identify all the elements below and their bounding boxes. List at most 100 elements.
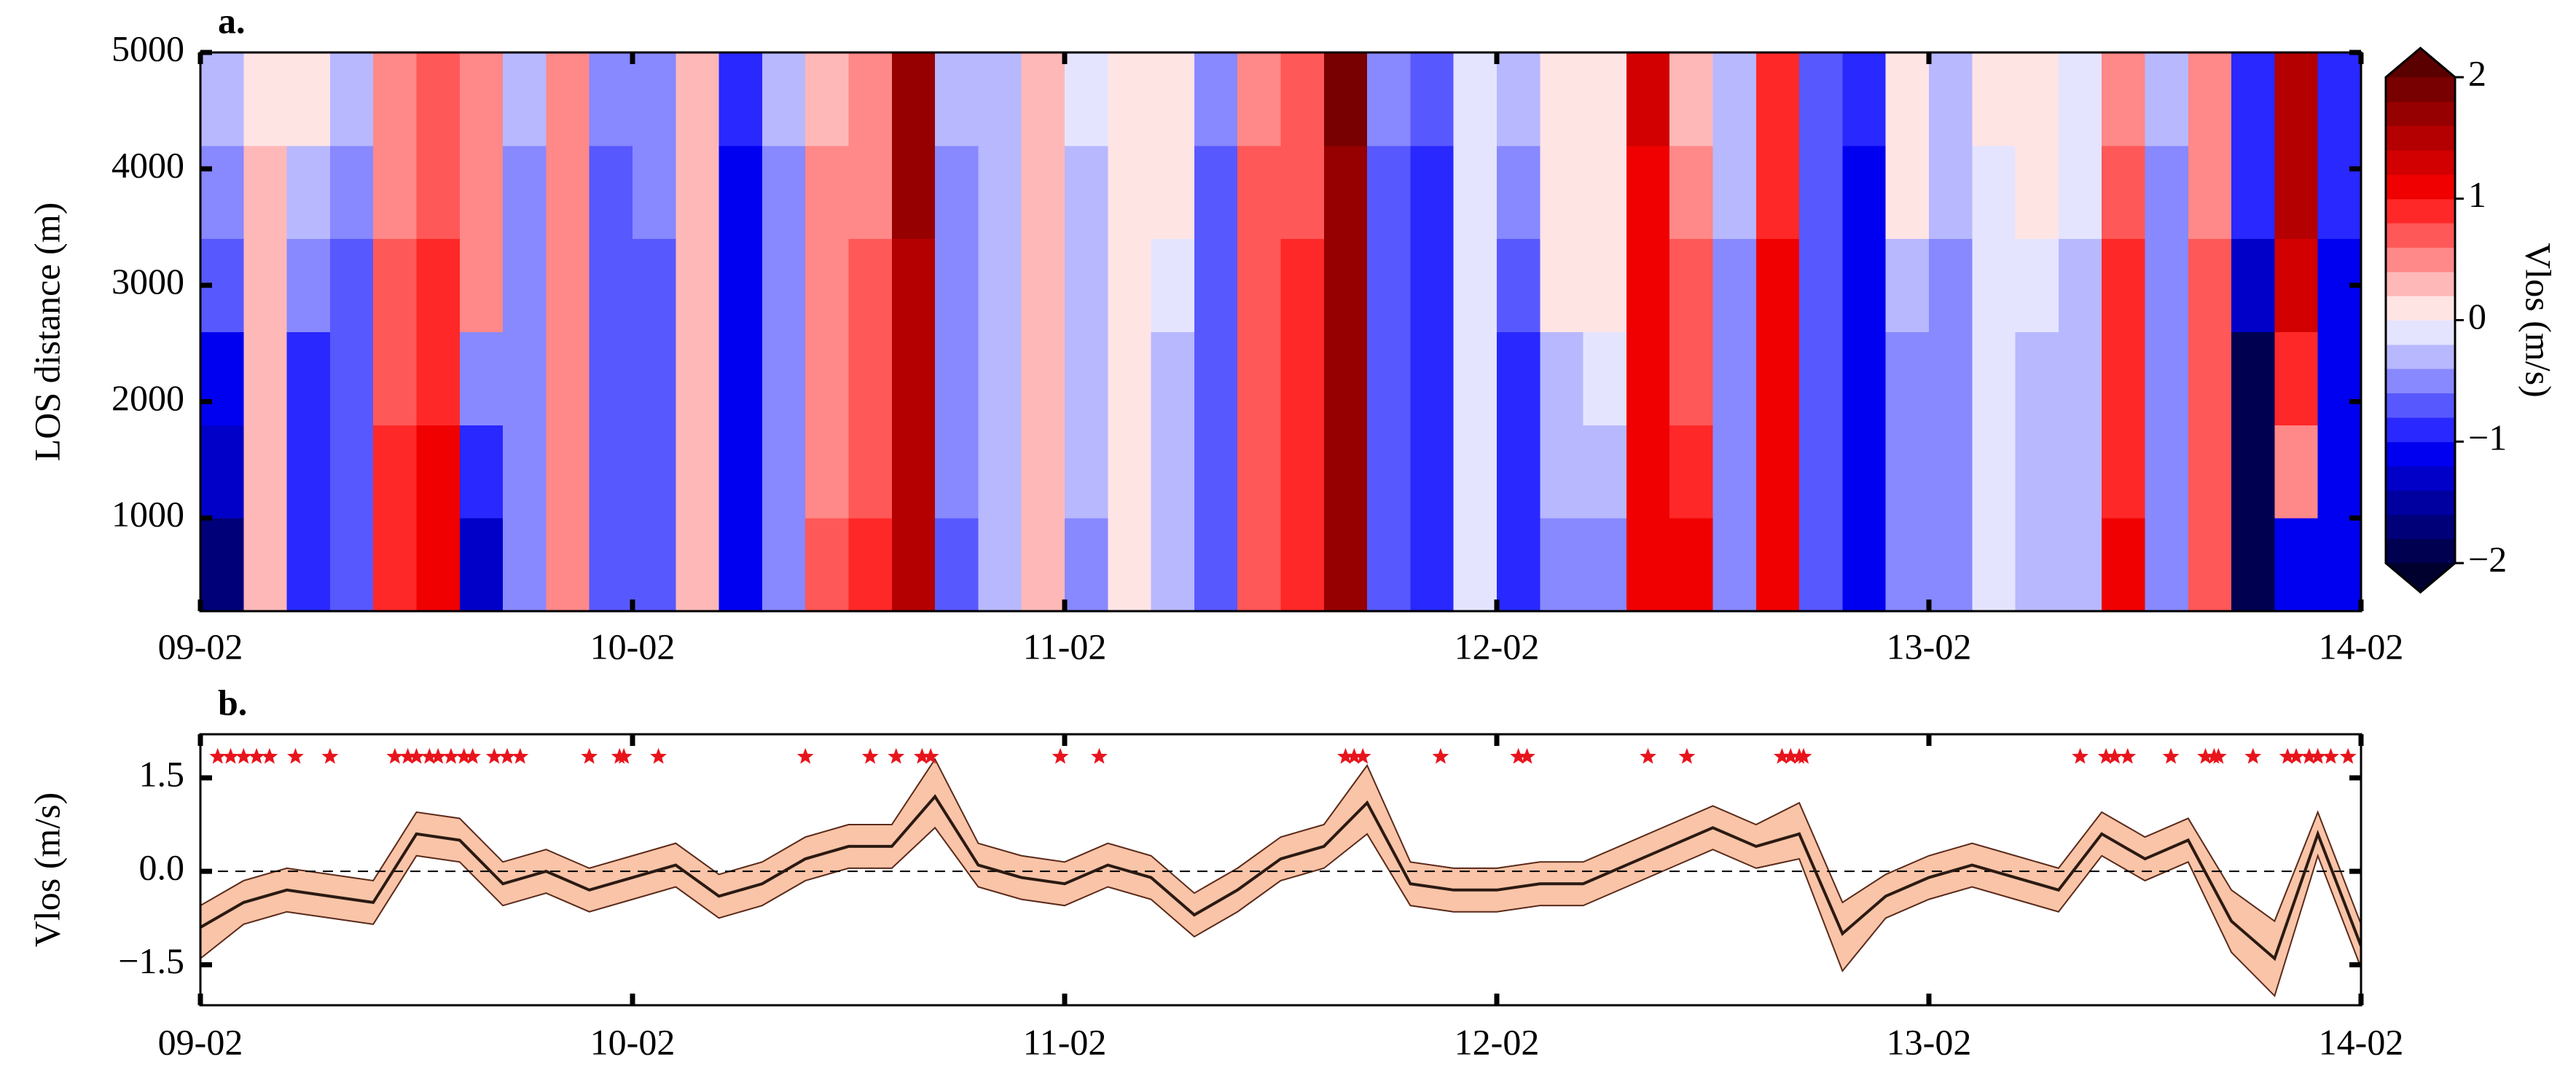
heat-cell xyxy=(676,425,720,519)
heat-cell xyxy=(2274,518,2319,611)
heat-cell xyxy=(848,331,893,425)
star-marker xyxy=(2279,747,2296,764)
heat-cell xyxy=(373,425,417,519)
heat-cell xyxy=(1712,425,1757,519)
heat-cell xyxy=(2145,518,2189,611)
star-marker xyxy=(442,747,460,764)
star-marker xyxy=(2162,747,2180,764)
heat-cell xyxy=(1323,145,1368,240)
heat-cell xyxy=(2274,145,2319,240)
heat-cell xyxy=(1453,145,1498,240)
heat-cell xyxy=(1151,518,1195,611)
heat-cell xyxy=(2102,425,2145,519)
heat-cell xyxy=(1885,145,1930,240)
heat-cell xyxy=(329,238,374,332)
x-tick-label: 14-02 xyxy=(2319,1021,2404,1062)
heat-cell xyxy=(2231,52,2275,146)
star-marker xyxy=(2119,747,2137,764)
heat-cell xyxy=(1972,518,2016,611)
heat-cell xyxy=(2231,145,2275,240)
heat-cell xyxy=(1367,52,1411,146)
heat-cell xyxy=(1972,52,2016,146)
heat-cell xyxy=(1194,331,1238,425)
heat-cell xyxy=(1065,145,1108,240)
heat-cell xyxy=(676,238,720,332)
panel-title: a. xyxy=(218,0,246,41)
heat-cell xyxy=(2102,238,2145,332)
heat-cell xyxy=(719,238,763,332)
heat-cell xyxy=(633,331,676,425)
heat-cell xyxy=(2102,331,2145,425)
heat-cell xyxy=(503,425,547,519)
heat-cell xyxy=(200,331,244,425)
heat-cell xyxy=(719,425,763,519)
heat-cell xyxy=(1583,52,1627,146)
heat-cell xyxy=(1410,52,1455,146)
heat-cell xyxy=(1151,52,1195,146)
heat-cell xyxy=(848,425,893,519)
heat-cell xyxy=(1885,52,1930,146)
heat-cell xyxy=(848,238,893,332)
colorbar-band xyxy=(2386,393,2455,418)
heat-cell xyxy=(200,425,244,519)
heat-cell xyxy=(1669,52,1713,146)
heat-cell xyxy=(286,425,331,519)
heat-cell xyxy=(1151,145,1195,240)
heat-cell xyxy=(1842,331,1887,425)
heat-cell xyxy=(1280,331,1325,425)
heat-cell xyxy=(1021,331,1065,425)
heat-cell xyxy=(1367,145,1411,240)
y-tick-label: 4000 xyxy=(111,144,184,185)
colorbar-tick-label: −1 xyxy=(2468,417,2507,458)
heat-cell xyxy=(1497,52,1540,146)
heat-cell xyxy=(2015,425,2059,519)
heat-cell xyxy=(978,238,1022,332)
heat-cell xyxy=(2231,425,2275,519)
star-marker xyxy=(2209,747,2227,764)
heat-cell xyxy=(1453,331,1498,425)
heat-cell xyxy=(459,145,504,240)
heat-cell xyxy=(2145,331,2189,425)
heat-cell xyxy=(503,52,547,146)
heat-cell xyxy=(2015,331,2059,425)
heat-cell xyxy=(1842,52,1887,146)
heat-cell xyxy=(1280,145,1325,240)
heat-cell xyxy=(848,52,893,146)
heat-cell xyxy=(2188,331,2232,425)
star-marker xyxy=(1519,747,1535,764)
heat-cell xyxy=(1108,425,1152,519)
heat-cell xyxy=(1108,518,1152,611)
heat-cell xyxy=(373,238,417,332)
star-marker xyxy=(2072,747,2088,764)
heat-cell xyxy=(762,425,806,519)
heat-cell xyxy=(1583,425,1627,519)
heat-cell xyxy=(589,518,633,611)
heat-cell xyxy=(2015,52,2059,146)
heat-cell xyxy=(978,331,1022,425)
heat-cell xyxy=(546,145,590,240)
colorbar-tick-label: 1 xyxy=(2468,174,2486,215)
heat-cell xyxy=(848,518,893,611)
heat-cell xyxy=(676,145,720,240)
heat-cell xyxy=(1065,518,1108,611)
heat-cell xyxy=(1367,238,1411,332)
heatmap xyxy=(200,52,2361,611)
star-marker xyxy=(1345,747,1363,764)
heat-cell xyxy=(1669,145,1713,240)
heat-cell xyxy=(762,145,806,240)
heat-cell xyxy=(1842,145,1887,240)
heat-cell xyxy=(633,518,676,611)
heat-cell xyxy=(1755,425,1800,519)
heat-cell xyxy=(1280,518,1325,611)
star-marker xyxy=(464,747,482,764)
heat-cell xyxy=(978,145,1022,240)
star-marker xyxy=(1510,747,1527,764)
heat-cell xyxy=(459,425,504,519)
colorbar-band xyxy=(2386,490,2455,515)
heat-cell xyxy=(1410,238,1455,332)
heat-cell xyxy=(719,145,763,240)
heat-cell xyxy=(1755,145,1800,240)
star-marker xyxy=(1052,747,1069,764)
star-marker xyxy=(1782,747,1799,764)
star-marker xyxy=(650,747,667,764)
